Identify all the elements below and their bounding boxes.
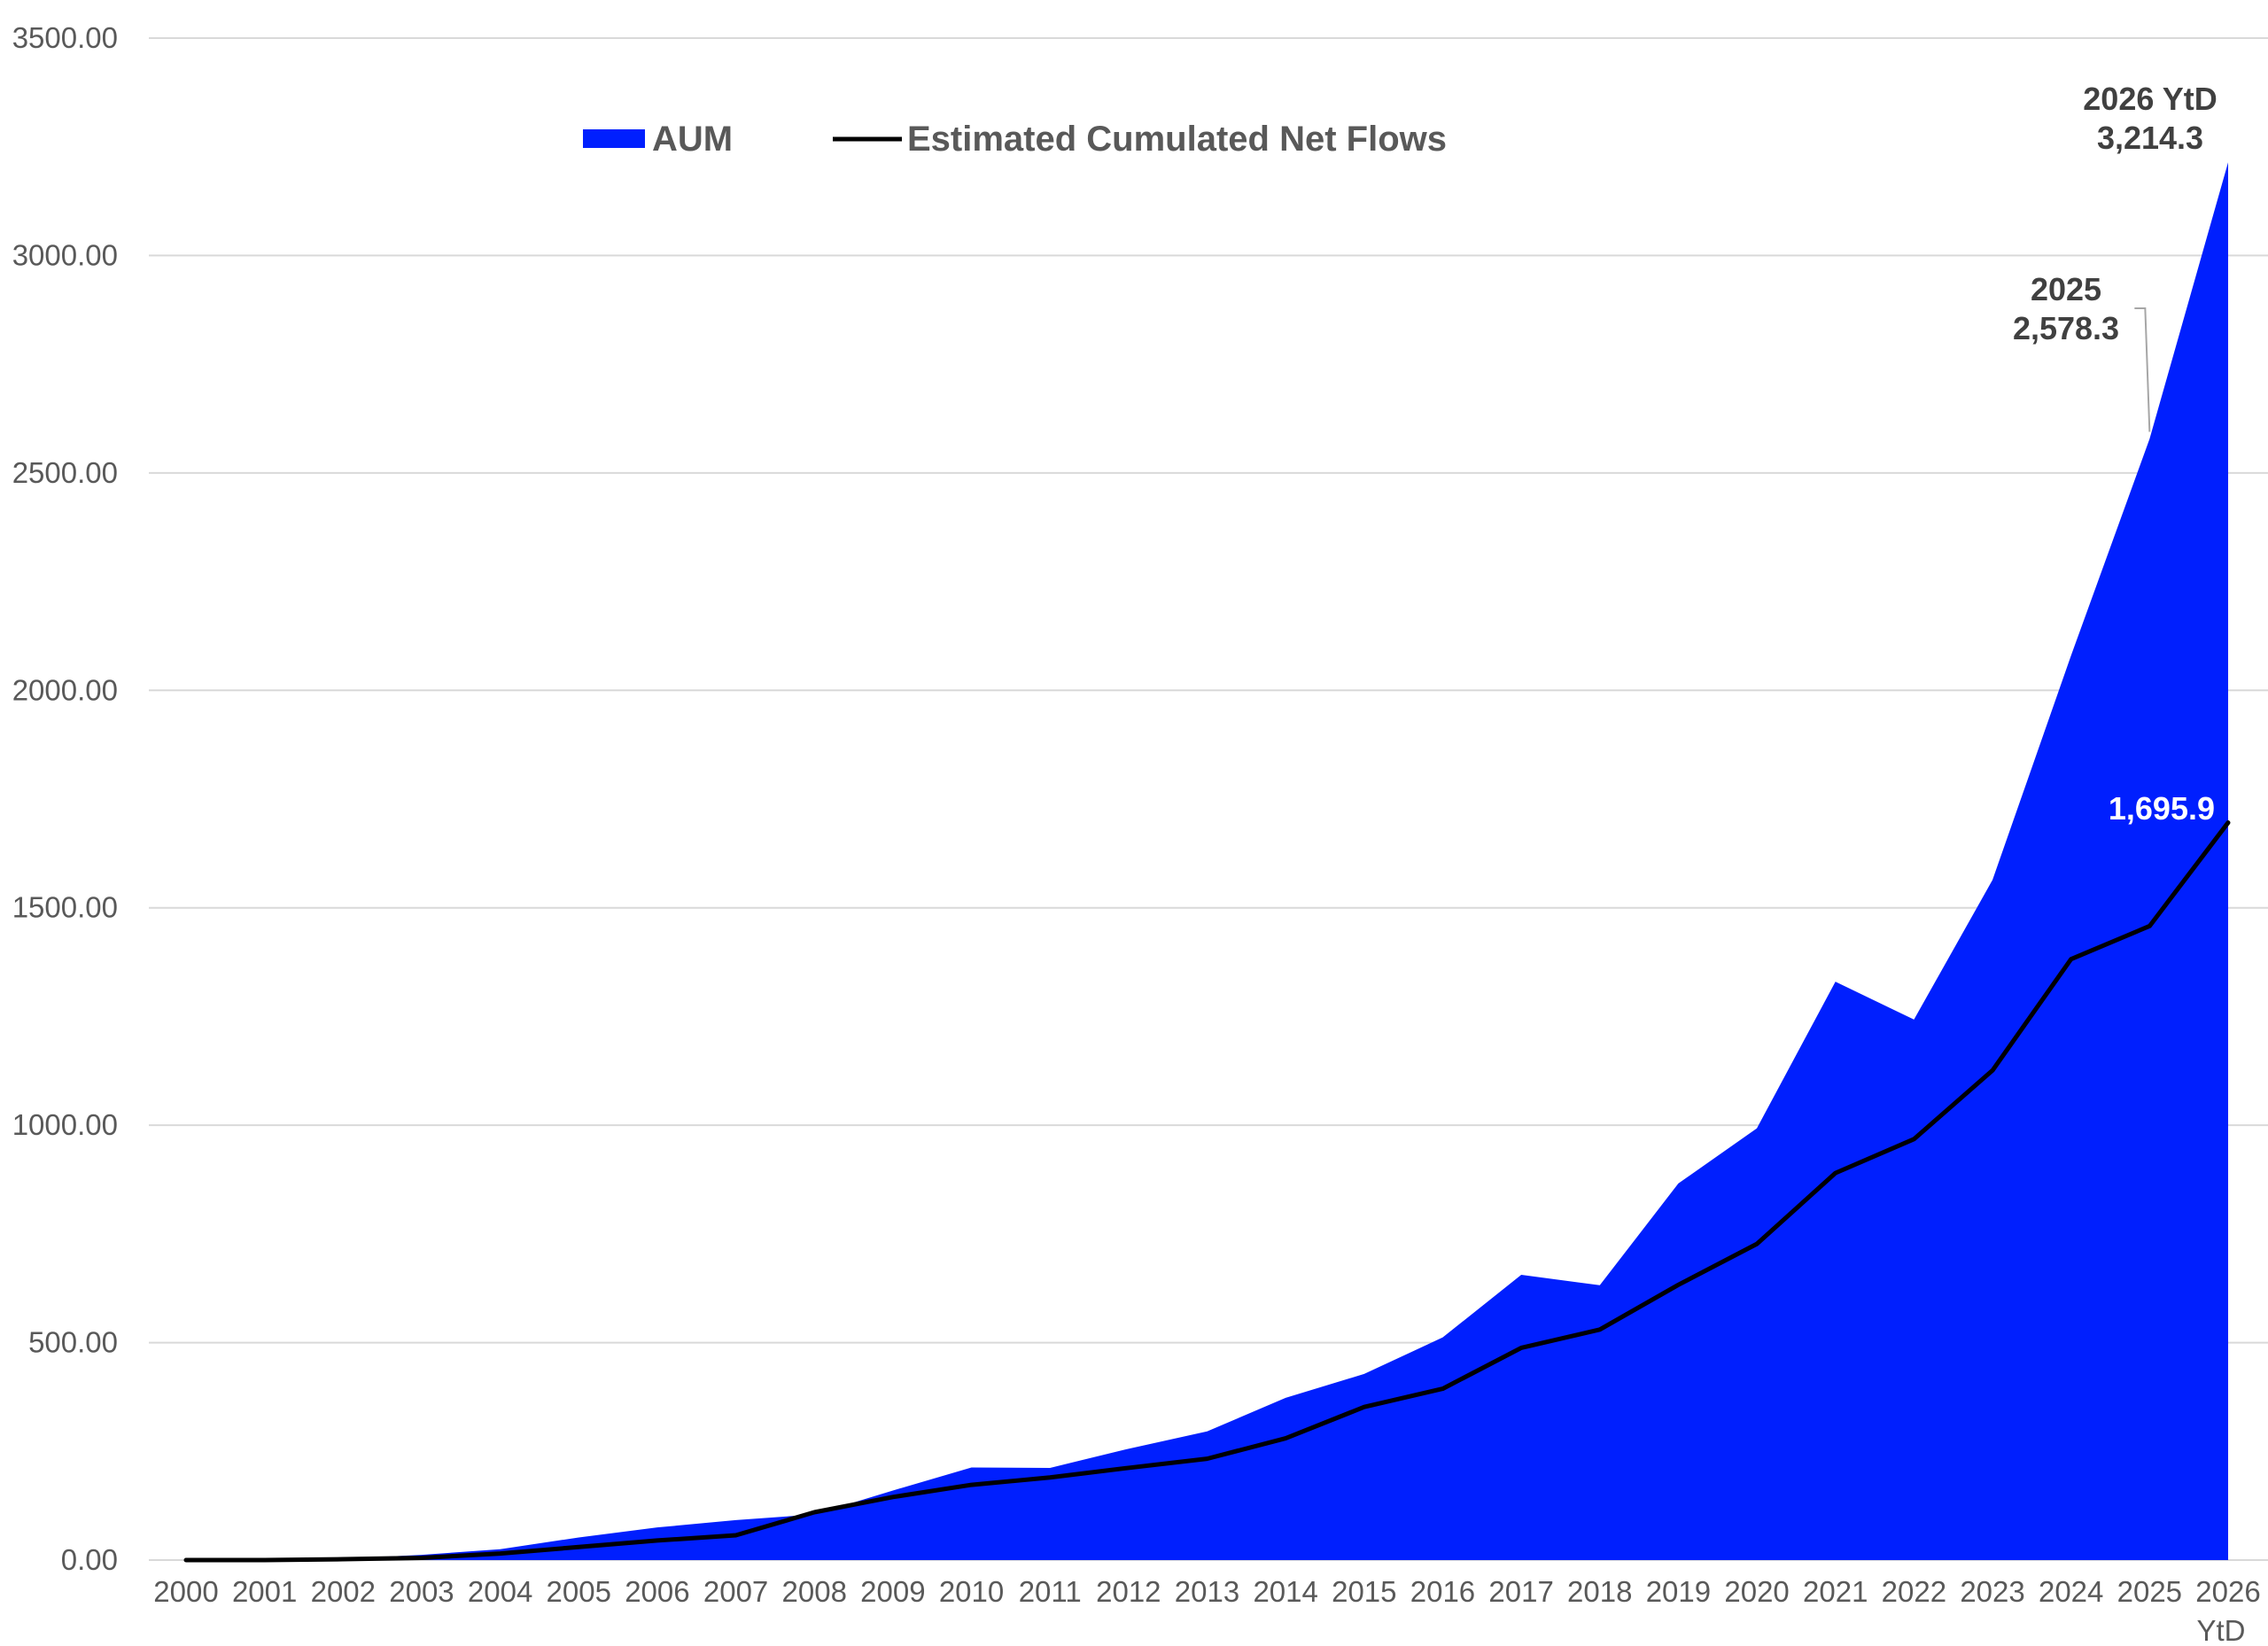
x-tick-label: 2022 [1882,1575,1946,1608]
y-tick-label: 1000.00 [12,1108,118,1141]
legend-swatch-aum [583,129,645,148]
y-tick-label: 3500.00 [12,21,118,54]
x-tick-label: 2024 [2039,1575,2103,1608]
x-tick-label: 2025 [2117,1575,2182,1608]
y-tick-label: 2000.00 [12,673,118,706]
x-tick-label: 2005 [547,1575,611,1608]
x-tick-label: 2012 [1096,1575,1161,1608]
annotation-aum-2026-title: 2026 YtD [2083,81,2217,117]
x-tick-label: 2023 [1960,1575,2024,1608]
x-tick-label: 2006 [625,1575,689,1608]
annotation-aum-2025-title: 2025 [2031,271,2101,307]
y-axis: 0.00 500.00 1000.00 1500.00 2000.00 2500.00 30… [12,21,118,1576]
x-tick-label: 2007 [703,1575,768,1608]
x-tick-label: 2001 [232,1575,297,1608]
aum-area [186,162,2228,1560]
y-tick-label: 3000.00 [12,238,118,271]
x-tick-label: 2002 [311,1575,376,1608]
x-tick-label: 2000 [153,1575,218,1608]
y-tick-label: 500.00 [28,1326,118,1359]
x-axis: 2000 2001 2002 2003 2004 2005 2006 2007 2008 2009… [153,1575,2260,1646]
x-tick-label: 2021 [1803,1575,1868,1608]
x-tick-label: 2020 [1724,1575,1789,1608]
net-flows-line-layer [183,820,2231,1563]
x-tick-label: 2018 [1567,1575,1632,1608]
annotation-leader-line [2134,307,2151,432]
legend-label-net-flows: Estimated Cumulated Net Flows [907,120,1447,159]
x-tick-label: 2014 [1253,1575,1317,1608]
y-tick-label: 0.00 [61,1543,118,1576]
x-tick-label: 2026 [2195,1575,2260,1608]
gridlines [149,37,2268,1561]
x-tick-label: 2003 [389,1575,454,1608]
annotation-aum-2026-value: 3,214.3 [2097,120,2203,156]
annotation-flows-2026: 1,695.9 [2109,790,2215,827]
net-flows-line [183,820,2231,1563]
x-tick-label: 2008 [782,1575,847,1608]
x-tick-label: 2004 [468,1575,532,1608]
x-tick-label: 2019 [1646,1575,1711,1608]
y-tick-label: 2500.00 [12,456,118,489]
x-tick-label: 2013 [1175,1575,1239,1608]
x-tick-sublabel: YtD [2196,1614,2245,1646]
x-tick-label: 2009 [860,1575,925,1608]
x-tick-label: 2011 [1019,1575,1082,1608]
x-tick-label: 2010 [939,1575,1004,1608]
legend: AUM Estimated Cumulated Net Flows [583,120,1447,159]
legend-label-aum: AUM [652,120,733,159]
annotation-aum-2025-value: 2,578.3 [2013,310,2119,346]
y-tick-label: 1500.00 [12,891,118,924]
aum-area-layer [186,162,2228,1560]
x-tick-label: 2015 [1332,1575,1396,1608]
x-tick-label: 2016 [1410,1575,1475,1608]
x-tick-label: 2017 [1488,1575,1553,1608]
